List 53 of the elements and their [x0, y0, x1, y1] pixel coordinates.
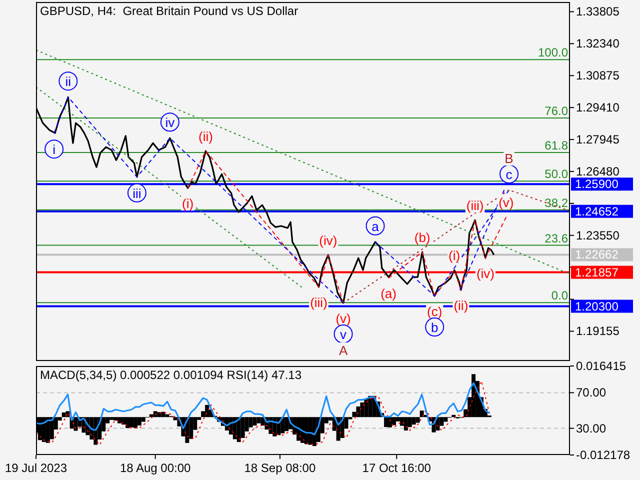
ref-line-label: 76.0	[544, 104, 568, 118]
ref-line-label: 0.0	[551, 288, 568, 303]
data-label: b	[430, 320, 438, 335]
y-tick-label: 1.27945	[576, 132, 620, 147]
data-label: (v)	[336, 310, 351, 326]
chart-title: MACD(5,34,5) 0.000522 0.001094 RSI(14) 47.13	[40, 368, 302, 382]
ref-line-label: 23.6	[544, 231, 568, 246]
y-tick-label: 1.19155	[576, 324, 620, 338]
data-label: (c)	[427, 304, 442, 319]
y-tick-label: 1.23550	[576, 228, 620, 242]
x-tick-label: 19 Jul 2023	[4, 461, 68, 475]
data-label: v	[340, 326, 348, 342]
data-label: A	[338, 342, 348, 358]
y-tick-label: 1.26480	[576, 164, 620, 178]
y-tick-label: 1.29410	[576, 100, 620, 115]
y-tick-label: 1.22662	[575, 248, 619, 262]
data-label: iii	[132, 185, 142, 200]
data-label: ii	[65, 74, 72, 89]
data-label: iv	[165, 114, 176, 130]
data-label: (iii)	[310, 294, 328, 310]
y-tick-label: 0.016415	[576, 359, 626, 373]
data-label: (iv)	[319, 232, 338, 248]
x-tick-label: 18 Sep 08:00	[244, 461, 316, 475]
y2-tick-label: 30.00	[576, 421, 606, 436]
data-label: c	[506, 166, 513, 182]
y-tick-label: 1.33805	[576, 4, 620, 19]
data-label: i	[52, 142, 56, 157]
x-tick-label: 18 Aug 00:00	[120, 461, 192, 475]
y-tick-label: -0.012178	[576, 448, 630, 462]
x-tick-label: 17 Oct 16:00	[362, 461, 432, 475]
y-tick-label: 1.24652	[575, 204, 619, 218]
data-label: a	[372, 218, 380, 234]
ref-line-label: 100.0	[538, 46, 568, 60]
data-label: B	[504, 150, 514, 166]
data-label: (v)	[498, 194, 514, 210]
data-label: (iii)	[466, 198, 484, 213]
chart-title: GBPUSD, H4: Great Britain Pound vs US Dollar	[40, 4, 298, 18]
data-label: (b)	[414, 229, 430, 244]
data-label: (i)	[448, 248, 460, 263]
y-tick-label: 1.25900	[575, 177, 619, 192]
y-tick-label: 1.32340	[576, 36, 620, 51]
y-tick-label: 1.21857	[575, 265, 619, 280]
data-label: (iv)	[476, 266, 494, 281]
ref-line-label: 38.2	[544, 196, 568, 210]
data-label: (i)	[182, 196, 194, 211]
ref-line-label: 50.0	[544, 167, 568, 182]
data-label: (a)	[380, 286, 396, 301]
y-tick-label: 1.30875	[576, 68, 620, 83]
ref-line-label: 61.8	[544, 138, 568, 152]
y2-tick-label: 70.00	[576, 386, 606, 400]
data-label: (ii)	[454, 298, 468, 313]
y-tick-label: 1.20300	[575, 299, 619, 314]
data-label: (ii)	[198, 128, 213, 144]
